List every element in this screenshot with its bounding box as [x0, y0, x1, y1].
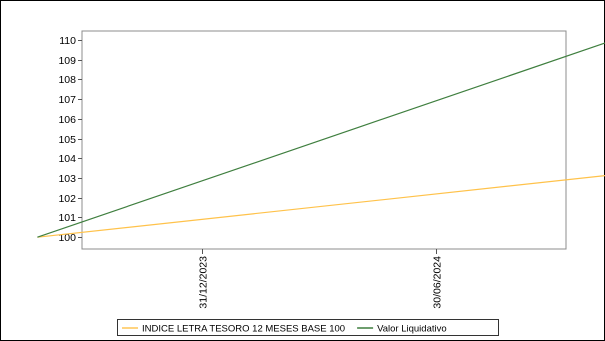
series-layer	[37, 42, 605, 238]
y-tick-label: 110	[59, 35, 76, 47]
y-tick-label: 105	[58, 134, 76, 146]
legend: INDICE LETRA TESORO 12 MESES BASE 100 Val…	[117, 319, 499, 336]
legend-box	[117, 319, 499, 336]
series-line	[37, 175, 605, 238]
y-tick-label: 103	[58, 173, 76, 185]
legend-label: Valor Liquidativo	[377, 324, 447, 335]
plot-area	[81, 30, 567, 250]
y-tick-label: 101	[58, 212, 76, 224]
legend-label: INDICE LETRA TESORO 12 MESES BASE 100	[142, 324, 345, 335]
y-tick-label: 107	[58, 94, 76, 106]
series-line	[37, 42, 605, 238]
y-tick-label: 108	[58, 74, 76, 86]
plot-border	[81, 30, 567, 250]
x-tick-label: 30/06/2024	[432, 256, 444, 309]
y-tick-label: 102	[58, 193, 76, 205]
y-tick-label: 106	[58, 114, 76, 126]
x-axis: 31/12/2023 30/06/2024	[198, 249, 444, 309]
y-tick-label: 109	[58, 55, 76, 67]
y-tick-label: 104	[58, 153, 76, 165]
x-tick-label: 31/12/2023	[198, 256, 210, 309]
